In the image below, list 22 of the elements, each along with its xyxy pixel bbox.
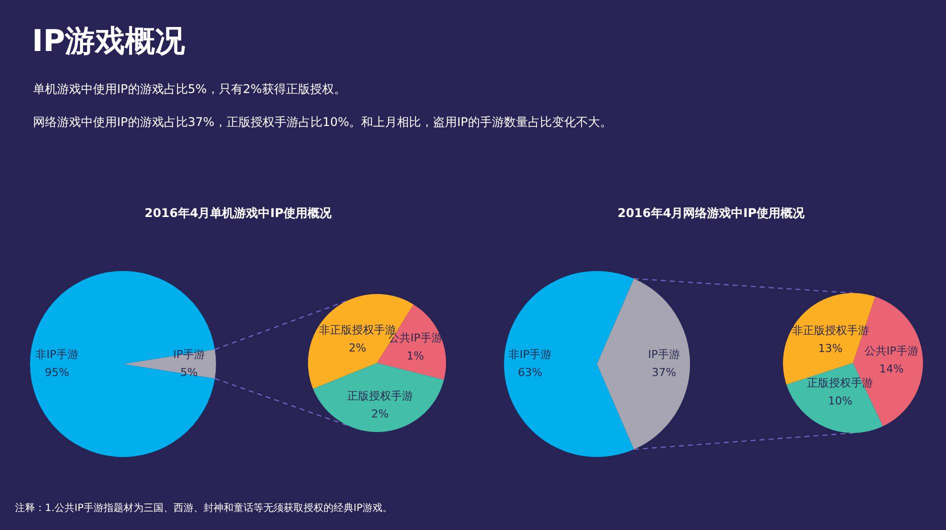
data-label: 13% (818, 342, 843, 355)
data-label: 2% (348, 342, 366, 355)
data-label: 1% (406, 349, 424, 362)
slice-label: IP手游 (648, 348, 680, 361)
data-label: 37% (652, 366, 676, 379)
data-label: 10% (828, 394, 852, 408)
slice-label: 非正版授权手游 (792, 324, 869, 337)
text: IP游戏概况 (32, 23, 186, 61)
slice-label: 正版授权手游 (807, 376, 874, 390)
chart-title: 2016年4月单机游戏中IP使用概况 (143, 205, 332, 221)
slice-label: 正版授权手游 (346, 390, 413, 403)
chart-title: 2016年4月网络游戏中IP使用概况 (616, 205, 806, 221)
data-label: 63% (518, 366, 542, 379)
slice-label: 公共IP手游 (864, 344, 918, 358)
text: 网络游戏中使用IP的游戏占比37%，正版授权手游占比10%。和上月相比，盗用IP的手游数量占比变化不大。 (33, 114, 612, 131)
data-label: 2% (371, 408, 389, 421)
slice-label: 非IP手游 (508, 348, 552, 361)
text: 注释：1.公共IP手游指题材为三国、西游、封神和童话等无须获取授权的经典IP游戏。 (15, 502, 392, 516)
slice-label: 非IP手游 (36, 348, 78, 361)
data-label: 14% (879, 362, 904, 376)
data-label: 95% (44, 366, 70, 379)
text: 单机游戏中使用IP的游戏占比5%，只有2%获得正版授权。 (33, 81, 346, 98)
